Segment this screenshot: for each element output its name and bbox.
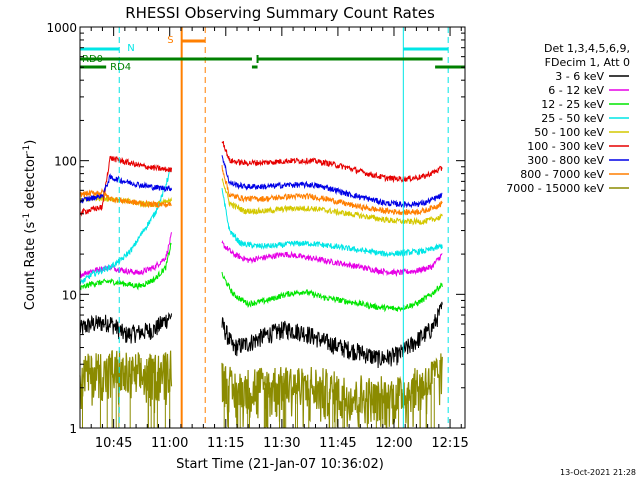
series-9 xyxy=(79,350,443,428)
legend-label-6: 100 - 300 keV xyxy=(527,140,604,153)
series-7-segment-2 xyxy=(221,155,443,209)
y-axis-label-end: ) xyxy=(23,140,38,145)
y-tick-label: 10 xyxy=(62,288,77,302)
series-7 xyxy=(79,155,443,209)
series-8-segment-2 xyxy=(221,165,443,216)
series-9-segment-1 xyxy=(79,350,173,414)
y-tick-label: 1 xyxy=(69,422,77,436)
x-tick-label: 11:15 xyxy=(207,436,244,451)
night-flag-label: N xyxy=(127,43,134,54)
axes: 1 10 100 1000 10:45 11:00 11:15 11:30 11:45 12:00… xyxy=(46,21,468,451)
x-tick-label: 12:00 xyxy=(375,436,412,451)
series-3-segment-1 xyxy=(80,242,172,291)
series-1 xyxy=(79,301,443,369)
chart-title: RHESSI Observing Summary Count Rates xyxy=(125,4,435,22)
legend-label-1: 3 - 6 keV xyxy=(555,70,604,83)
annotation-layer: N S RD0 RD4 xyxy=(80,27,465,428)
series-7-segment-1 xyxy=(79,173,172,204)
x-tick-label: 11:00 xyxy=(151,436,188,451)
series-6-segment-2 xyxy=(221,141,443,184)
y-axis-label-sup1: -1 xyxy=(22,213,32,222)
x-tick-label: 11:45 xyxy=(319,436,356,451)
x-tick-label: 12:15 xyxy=(431,436,468,451)
series-2-segment-1 xyxy=(79,232,172,279)
series-6-segment-1 xyxy=(79,155,172,217)
series-6 xyxy=(79,141,443,217)
legend-label-5: 50 - 100 keV xyxy=(534,126,604,139)
timestamp-label: 13-Oct-2021 21:28 xyxy=(560,468,636,477)
series-2 xyxy=(79,232,443,279)
plot-area xyxy=(79,141,443,428)
legend-label-4: 25 - 50 keV xyxy=(541,112,604,125)
y-tick-label: 1000 xyxy=(46,21,77,35)
y-axis-label-main: Count Rate (s xyxy=(23,222,38,311)
series-4-segment-1 xyxy=(79,167,172,285)
y-tick-label: 100 xyxy=(54,155,77,169)
y-axis-label: Count Rate (s-1 detector-1) xyxy=(22,140,38,311)
series-8 xyxy=(79,165,443,216)
series-2-segment-2 xyxy=(221,239,443,277)
legend-label-7: 300 - 800 keV xyxy=(527,154,604,167)
series-3 xyxy=(80,242,443,313)
series-9-segment-2 xyxy=(221,353,443,428)
x-tick-label: 10:45 xyxy=(95,436,132,451)
series-4 xyxy=(79,167,443,285)
series-4-segment-2 xyxy=(221,188,443,258)
series-1-segment-2 xyxy=(221,301,443,369)
saa-flag-label: S xyxy=(167,35,173,46)
series-5-segment-2 xyxy=(221,177,443,226)
series-1-segment-1 xyxy=(79,312,172,344)
rd4-flag-label: RD4 xyxy=(110,62,131,73)
series-9-drops xyxy=(81,368,435,428)
plot-frame xyxy=(79,26,466,429)
x-axis-label: Start Time (21-Jan-07 10:36:02) xyxy=(176,457,384,472)
series-8-segment-1 xyxy=(79,187,172,209)
legend-label-3: 12 - 25 keV xyxy=(541,98,604,111)
legend-label-9: 7000 - 15000 keV xyxy=(506,182,604,195)
y-axis-label-mid: detector xyxy=(23,153,38,213)
legend-header-1: Det 1,3,4,5,6,9, xyxy=(544,42,630,55)
x-tick-label: 11:30 xyxy=(263,436,300,451)
y-axis-label-sup2: -1 xyxy=(22,145,32,154)
legend-label-2: 6 - 12 keV xyxy=(548,84,604,97)
legend-header-2: FDecim 1, Att 0 xyxy=(545,56,630,69)
legend-label-8: 800 - 7000 keV xyxy=(520,168,604,181)
series-3-segment-2 xyxy=(221,271,443,313)
legend: Det 1,3,4,5,6,9,FDecim 1, Att 03 - 6 keV… xyxy=(506,42,630,195)
rd0-flag-label: RD0 xyxy=(82,54,103,65)
